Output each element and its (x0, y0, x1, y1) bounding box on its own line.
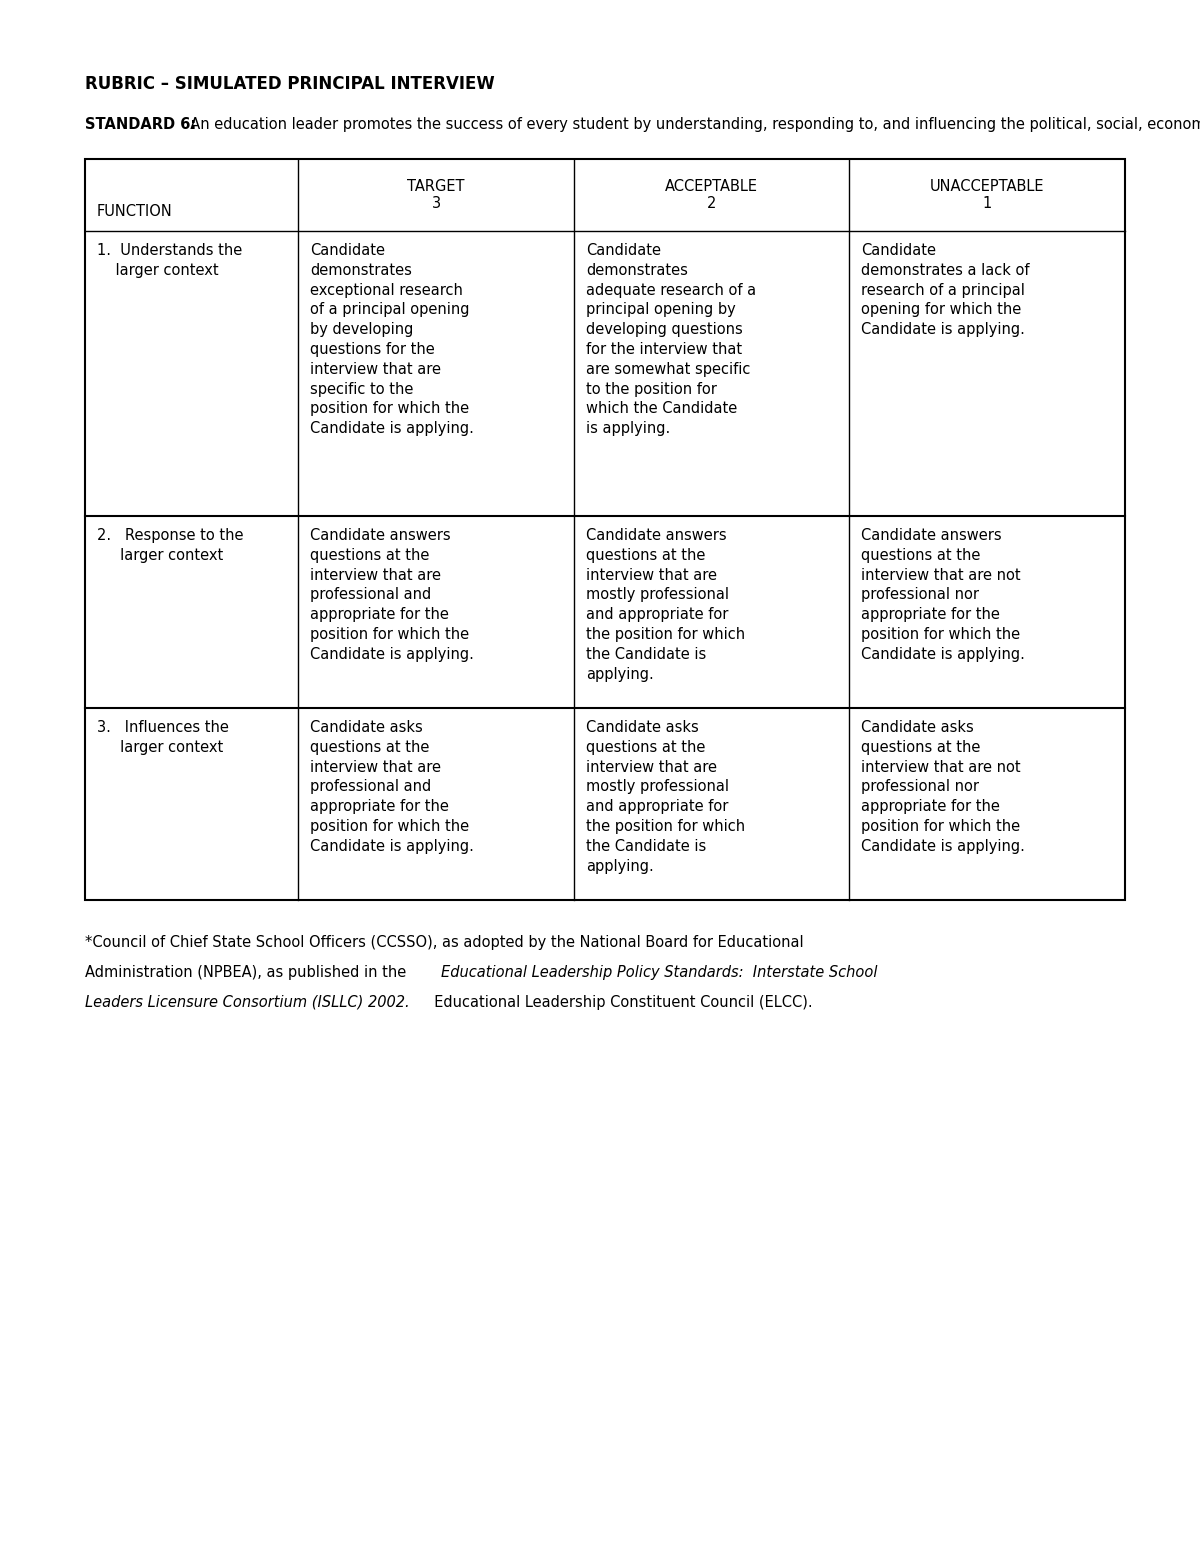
Text: Candidate
demonstrates
adequate research of a
principal opening by
developing qu: Candidate demonstrates adequate research… (586, 242, 756, 436)
Text: Candidate asks
questions at the
interview that are
mostly professional
and appro: Candidate asks questions at the intervie… (586, 721, 745, 874)
Text: FUNCTION: FUNCTION (97, 203, 173, 219)
Text: Educational Leadership Policy Standards:  Interstate School: Educational Leadership Policy Standards:… (442, 964, 877, 980)
Text: 2.   Response to the
     larger context: 2. Response to the larger context (97, 528, 244, 562)
Text: UNACCEPTABLE
1: UNACCEPTABLE 1 (930, 179, 1044, 211)
Text: An education leader promotes the success of every student by understanding, resp: An education leader promotes the success… (181, 116, 1200, 132)
Text: *Council of Chief State School Officers (CCSSO), as adopted by the National Boar: *Council of Chief State School Officers … (85, 935, 804, 950)
Text: TARGET
3: TARGET 3 (407, 179, 464, 211)
Text: Administration (NPBEA), as published in the: Administration (NPBEA), as published in … (85, 964, 410, 980)
Text: Candidate answers
questions at the
interview that are
professional and
appropria: Candidate answers questions at the inter… (311, 528, 474, 662)
Text: 3.   Influences the
     larger context: 3. Influences the larger context (97, 721, 229, 755)
Text: Candidate
demonstrates a lack of
research of a principal
opening for which the
C: Candidate demonstrates a lack of researc… (862, 242, 1030, 337)
Text: Leaders Licensure Consortium (ISLLC) 2002.: Leaders Licensure Consortium (ISLLC) 200… (85, 995, 409, 1009)
Text: STANDARD 6:: STANDARD 6: (85, 116, 197, 132)
Text: Educational Leadership Constituent Council (ELCC).: Educational Leadership Constituent Counc… (425, 995, 812, 1009)
Text: RUBRIC – SIMULATED PRINCIPAL INTERVIEW: RUBRIC – SIMULATED PRINCIPAL INTERVIEW (85, 75, 494, 93)
Text: Candidate answers
questions at the
interview that are not
professional nor
appro: Candidate answers questions at the inter… (862, 528, 1025, 662)
Text: 1.  Understands the
    larger context: 1. Understands the larger context (97, 242, 242, 278)
Text: Candidate asks
questions at the
interview that are
professional and
appropriate : Candidate asks questions at the intervie… (311, 721, 474, 854)
Text: Candidate answers
questions at the
interview that are
mostly professional
and ap: Candidate answers questions at the inter… (586, 528, 745, 682)
Text: Candidate
demonstrates
exceptional research
of a principal opening
by developing: Candidate demonstrates exceptional resea… (311, 242, 474, 436)
Text: Candidate asks
questions at the
interview that are not
professional nor
appropri: Candidate asks questions at the intervie… (862, 721, 1025, 854)
Bar (85, 158, 1126, 901)
Text: ACCEPTABLE
2: ACCEPTABLE 2 (665, 179, 758, 211)
